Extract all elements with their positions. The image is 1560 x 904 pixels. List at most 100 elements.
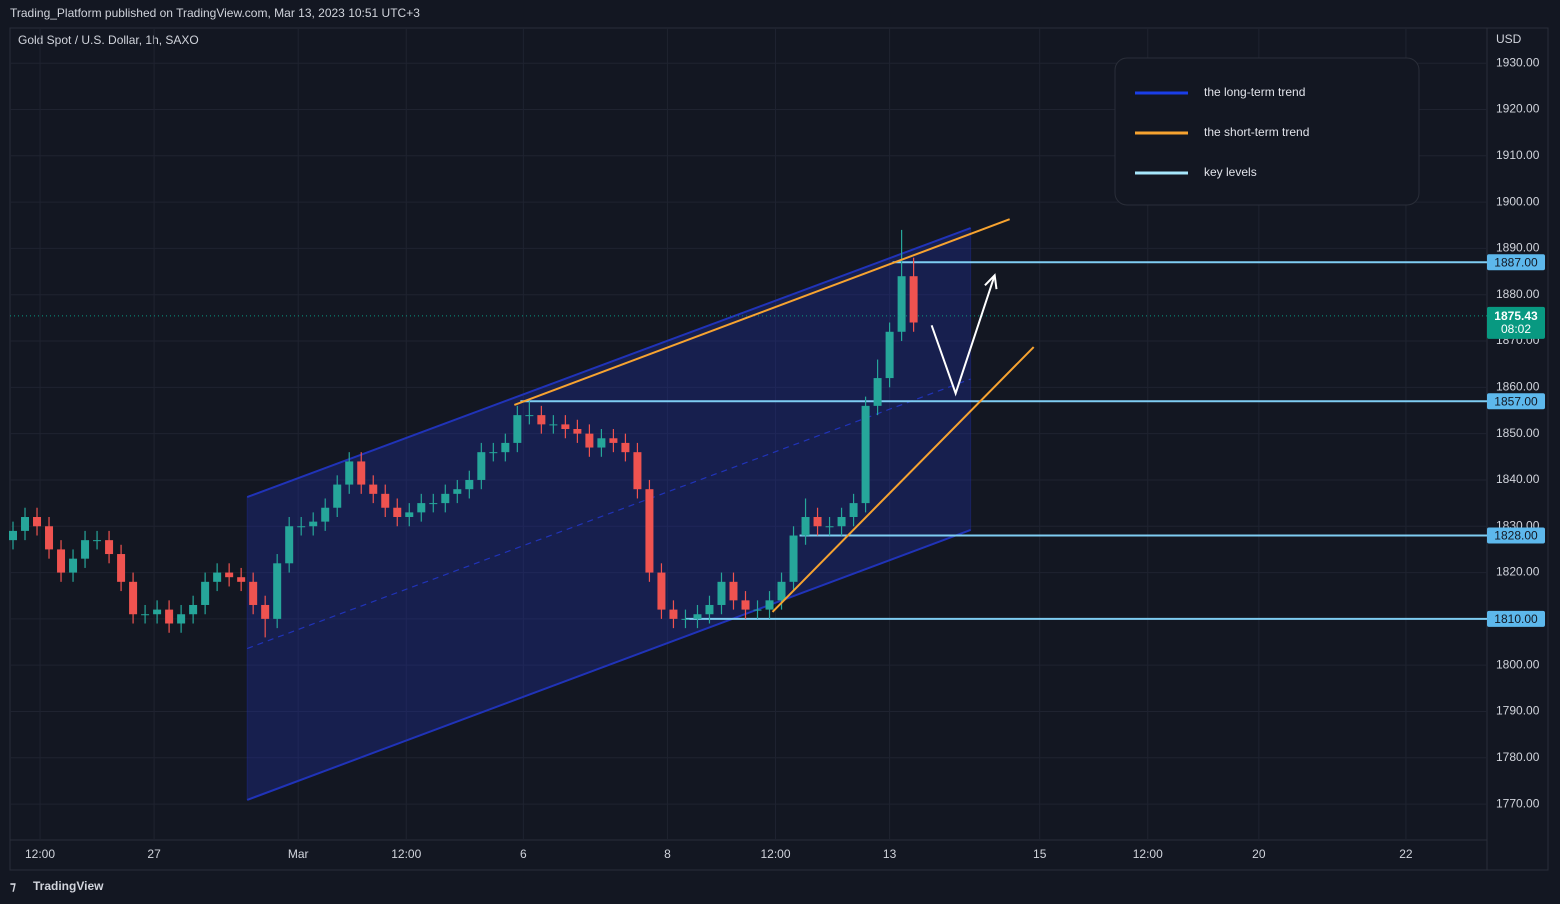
x-tick-label: 8	[664, 847, 671, 861]
candle-body	[165, 609, 174, 624]
candle-body	[525, 415, 534, 417]
candle-body	[9, 530, 18, 541]
countdown-label: 08:02	[1501, 322, 1531, 336]
symbol-title: Gold Spot / U.S. Dollar, 1h, SAXO	[18, 33, 199, 47]
y-tick-label: 1930.00	[1496, 55, 1540, 69]
candle-body	[141, 614, 150, 616]
candle-body	[885, 331, 894, 379]
price-label-box	[1487, 610, 1545, 627]
y-tick-label: 1840.00	[1496, 472, 1540, 486]
candle-body	[237, 577, 246, 582]
legend-label: the short-term trend	[1204, 125, 1309, 139]
candle-body	[93, 540, 102, 542]
y-tick-label: 1860.00	[1496, 380, 1540, 394]
candle-body	[825, 526, 834, 528]
candle-body	[837, 516, 846, 527]
candle-body	[573, 429, 582, 434]
candle-body	[285, 526, 294, 564]
candle-body	[429, 503, 438, 505]
candle-body	[261, 604, 270, 619]
candle-body	[801, 516, 810, 536]
candle-body	[741, 600, 750, 610]
candle-body	[657, 572, 666, 610]
candle-body	[729, 581, 738, 601]
x-tick-label: 12:00	[1133, 847, 1163, 861]
price-label-box	[1487, 527, 1545, 544]
candle-body	[129, 581, 138, 615]
x-tick-label: 12:00	[761, 847, 791, 861]
candle-body	[765, 600, 774, 610]
x-tick-label: 12:00	[25, 847, 55, 861]
header: Trading_Platform published on TradingVie…	[10, 6, 420, 20]
y-tick-label: 1880.00	[1496, 287, 1540, 301]
candle-body	[669, 609, 678, 619]
trend-line	[513, 218, 1011, 406]
price-label: 1857.00	[1494, 394, 1538, 408]
arrow-head	[984, 273, 998, 290]
candle-body	[585, 433, 594, 448]
legend-label: the long-term trend	[1204, 85, 1305, 99]
candle-body	[309, 521, 318, 527]
candle-body	[441, 493, 450, 504]
legend-label: key levels	[1204, 165, 1257, 179]
y-tick-label: 1900.00	[1496, 194, 1540, 208]
x-tick-label: 12:00	[391, 847, 421, 861]
candle-body	[513, 415, 522, 443]
candle-body	[777, 581, 786, 601]
axis-unit: USD	[1496, 32, 1522, 46]
candle-body	[465, 479, 474, 490]
price-label: 1887.00	[1494, 255, 1538, 269]
candle-body	[849, 503, 858, 517]
candle-body	[693, 614, 702, 619]
candle-body	[477, 452, 486, 480]
candle-body	[189, 604, 198, 615]
y-tick-label: 1790.00	[1496, 704, 1540, 718]
candle-body	[81, 540, 90, 559]
price-label: 1828.00	[1494, 529, 1538, 543]
candle-body	[33, 516, 42, 527]
candle-body	[549, 424, 558, 426]
candle-body	[249, 581, 258, 605]
candle-body	[117, 554, 126, 582]
candle-body	[345, 461, 354, 485]
candle-body	[717, 581, 726, 605]
price-label: 1810.00	[1494, 612, 1538, 626]
candle-body	[225, 572, 234, 578]
candle-body	[597, 438, 606, 448]
candle-body	[393, 507, 402, 517]
channel-line	[246, 227, 971, 499]
candle-body	[897, 276, 906, 332]
candle-body	[537, 415, 546, 425]
candle-body	[645, 489, 654, 573]
candle-body	[621, 442, 630, 453]
candle-body	[333, 484, 342, 508]
y-tick-label: 1890.00	[1496, 241, 1540, 255]
candle-body	[201, 581, 210, 605]
candle-body	[153, 609, 162, 615]
last-price-label: 1875.43	[1494, 309, 1538, 323]
candle-body	[105, 540, 114, 555]
y-tick-label: 1910.00	[1496, 148, 1540, 162]
candle-body	[753, 609, 762, 611]
candle-body	[297, 526, 306, 528]
candle-body	[177, 614, 186, 624]
candle-body	[561, 424, 570, 430]
channel-midline	[246, 378, 971, 650]
trend-line	[771, 346, 1035, 613]
candle-body	[489, 452, 498, 454]
candle-body	[45, 526, 54, 550]
x-tick-label: 15	[1033, 847, 1047, 861]
x-tick-label: 27	[147, 847, 161, 861]
x-tick-label: 6	[520, 847, 527, 861]
candle-body	[633, 452, 642, 490]
x-tick-label: 20	[1252, 847, 1266, 861]
candle-body	[69, 558, 78, 573]
x-tick-label: 22	[1399, 847, 1413, 861]
candle-body	[417, 503, 426, 513]
last-price-box	[1487, 306, 1545, 339]
price-label-box	[1487, 393, 1545, 410]
candle-body	[321, 507, 330, 522]
y-tick-label: 1780.00	[1496, 750, 1540, 764]
